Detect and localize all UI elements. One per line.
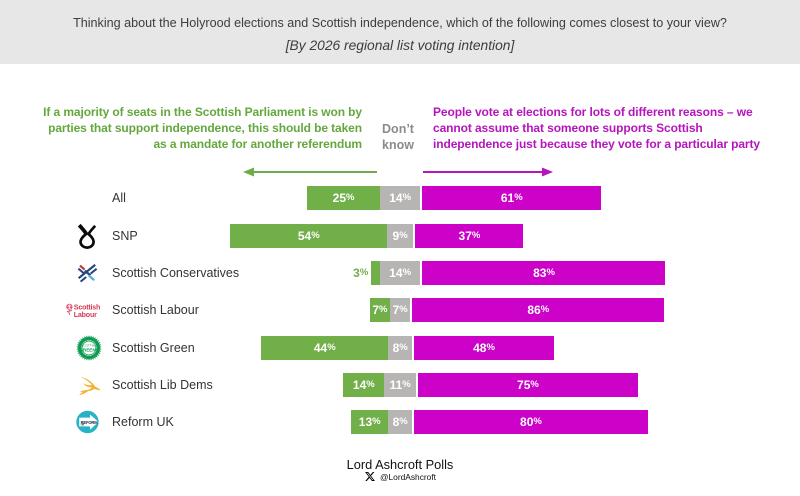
svg-text:Scottish: Scottish (74, 303, 100, 311)
svg-text:REFORM: REFORM (81, 420, 99, 425)
svg-text:Labour: Labour (74, 311, 97, 319)
svg-text:SCOTTISH: SCOTTISH (81, 343, 96, 347)
svg-text:UK: UK (81, 422, 85, 426)
svg-text:GREENS: GREENS (79, 347, 98, 352)
